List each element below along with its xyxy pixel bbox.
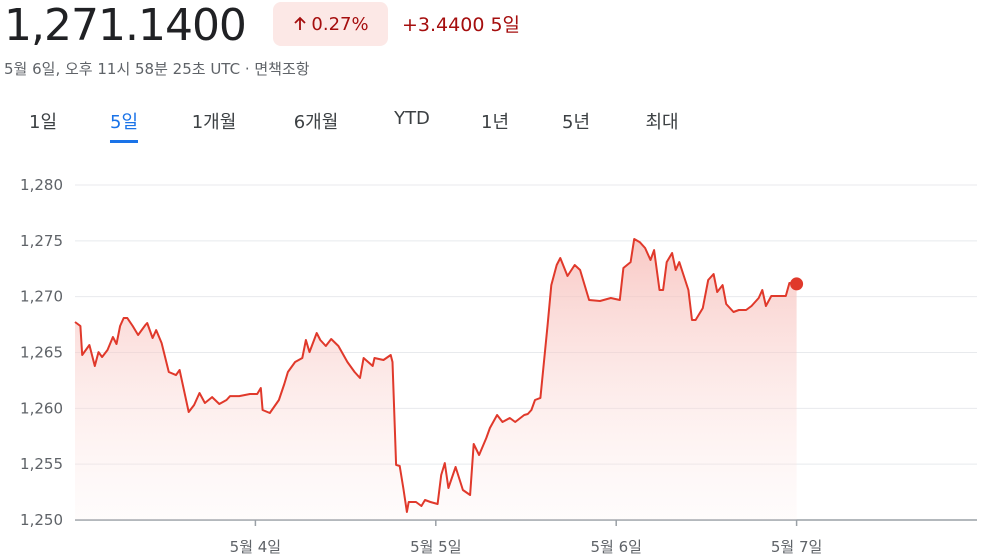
price: 1,271.1400 [4,0,247,51]
range-tab[interactable]: 6개월 [293,112,339,133]
x-tick-label: 5월 5일 [410,538,461,556]
y-tick-label: 1,280 [20,176,63,194]
range-tab[interactable]: 5년 [561,112,591,133]
range-tab[interactable]: 1년 [480,112,510,133]
change-percent: 0.27% [311,13,369,35]
y-tick-label: 1,260 [20,399,63,417]
x-tick-label: 5월 4일 [230,538,281,556]
timestamp: 5월 6일, 오후 11시 58분 25초 UTC [4,60,241,78]
x-tick-label: 5월 6일 [590,538,641,556]
range-tab[interactable]: 1일 [28,112,58,133]
area [75,239,797,520]
change-line: +3.4400 5일 [402,10,520,37]
last-point [790,277,804,291]
change-period: 5일 [490,14,521,36]
price-line [74,238,797,513]
y-tick-label: 1,270 [20,288,63,306]
range-tab[interactable]: 1개월 [191,112,237,133]
y-tick-label: 1,250 [20,511,63,529]
up-arrow [294,16,307,30]
y-tick-label: 1,265 [20,344,63,362]
change-badge: 0.27% [273,2,388,46]
timestamp-line: 5월 6일, 오후 11시 58분 25초 UTC · 면책조항 [4,60,310,78]
disclaimer[interactable]: 면책조항 [254,60,310,78]
change-amount: +3.4400 [402,14,485,36]
y-tick-label: 1,275 [20,232,63,250]
range-tab[interactable]: 최대 [645,112,679,133]
range-tab[interactable]: 5일 [109,108,139,143]
y-tick-label: 1,255 [20,455,63,473]
x-tick-label: 5월 7일 [771,538,822,556]
range-tab[interactable]: YTD [394,108,430,129]
